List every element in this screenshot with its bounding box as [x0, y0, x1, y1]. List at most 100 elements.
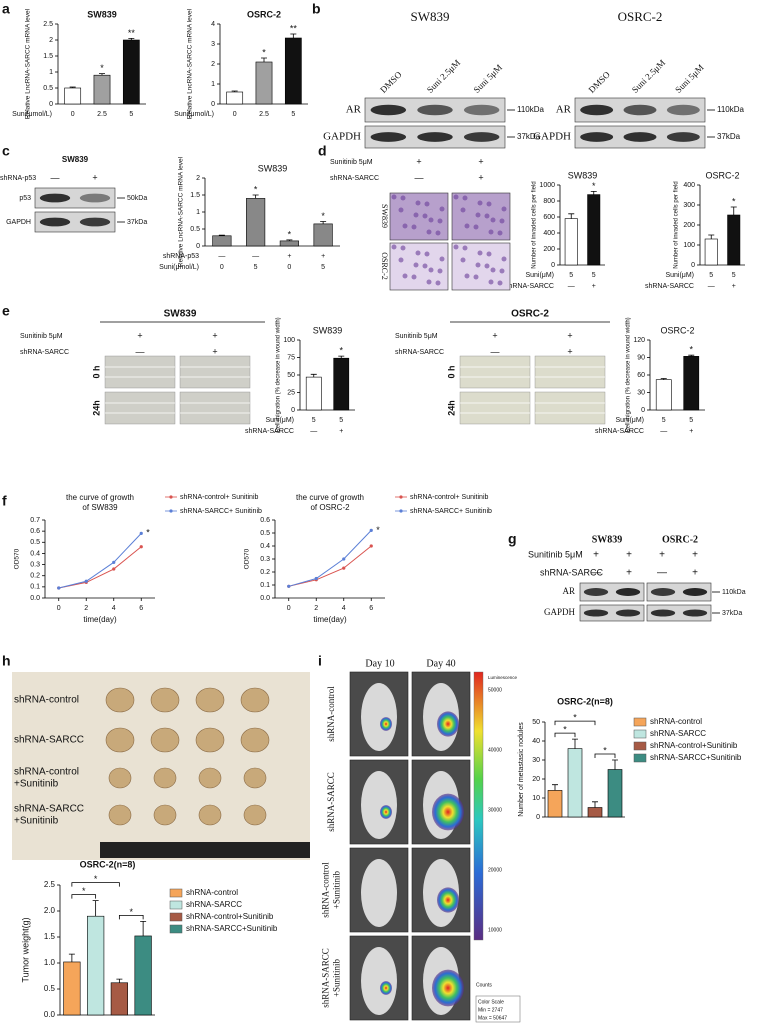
- x-tick-label: 0: [287, 605, 291, 612]
- wound-image: [459, 355, 531, 389]
- stained-cell: [411, 224, 417, 230]
- y-tick-label: 0.4: [260, 543, 270, 550]
- x-tick-label: 2.5: [259, 111, 269, 118]
- size-label: 110kDa: [517, 105, 545, 114]
- lane-label: Suni 2.5μM: [425, 58, 462, 95]
- error-bar: [572, 738, 578, 749]
- stained-cell: [501, 256, 507, 262]
- y-tick-label: 1: [196, 209, 200, 216]
- x-tick-label: 4: [342, 605, 346, 612]
- category-row-label: Suni(μM): [615, 417, 644, 424]
- condition-label: Sunitinib 5μM: [528, 549, 583, 559]
- blot-band: [580, 132, 614, 142]
- bar: [704, 238, 718, 266]
- stained-cell: [486, 201, 492, 207]
- bar: [333, 357, 350, 411]
- sign: +: [478, 172, 483, 182]
- tumor: [153, 804, 177, 826]
- sign: +: [692, 550, 698, 561]
- error-bar: [612, 759, 618, 770]
- error-bar: [128, 38, 135, 40]
- bar: [284, 37, 302, 105]
- stained-cell: [426, 229, 432, 235]
- tumor: [150, 687, 180, 713]
- blot-band: [583, 588, 609, 596]
- bar: [587, 807, 603, 818]
- x-tick-label: +: [732, 283, 736, 290]
- bar: [87, 915, 105, 1016]
- x-tick-label: +: [287, 253, 291, 260]
- blot: [646, 582, 712, 602]
- legend-label: shRNA-control: [186, 888, 238, 897]
- scale-unit: Counts: [476, 982, 492, 988]
- row-label: GAPDH: [544, 607, 576, 617]
- chart-title: SW839: [568, 170, 598, 180]
- blot-band: [79, 217, 111, 227]
- significance-label: *: [573, 712, 577, 722]
- y-tick-label: 100: [283, 337, 295, 344]
- chart-title: OSRC-2(n=8): [80, 859, 136, 869]
- time-label: 0 h: [446, 365, 456, 378]
- y-tick-label: 0.1: [260, 582, 270, 589]
- blot-band: [650, 588, 676, 596]
- y-tick-label: 0.2: [260, 569, 270, 576]
- bar: [93, 74, 111, 105]
- size-label: 110kDa: [722, 589, 746, 596]
- wound-image: [459, 391, 531, 425]
- scale-tick-label: 10000: [488, 927, 502, 933]
- point: [314, 576, 318, 581]
- stained-cell: [413, 262, 419, 268]
- luminescence: [380, 981, 392, 995]
- stained-cell: [411, 274, 417, 280]
- x-tick-label: 6: [139, 605, 143, 612]
- y-axis-label: Number of metastasic nodules: [518, 722, 525, 817]
- bar: [246, 198, 266, 247]
- error-bar: [590, 191, 597, 195]
- panel-label: a: [2, 1, 10, 17]
- stained-cell: [424, 251, 430, 257]
- significance-label: *: [592, 181, 596, 191]
- bar: [564, 218, 578, 266]
- y-tick-label: 0.2: [30, 573, 40, 580]
- tumor: [108, 767, 132, 789]
- panel-label: g: [508, 531, 517, 547]
- category-row-label: shRNA-SARCC: [505, 283, 554, 290]
- sign: +: [416, 156, 421, 166]
- stained-cell: [428, 217, 434, 223]
- sign: +: [92, 172, 97, 182]
- sign: +: [492, 330, 497, 340]
- chart-title: of OSRC-2: [310, 503, 350, 512]
- luminescence: [437, 887, 459, 913]
- row-label: shRNA-SARCC: [14, 804, 84, 815]
- y-tick-label: 120: [633, 337, 645, 344]
- y-tick-label: 0: [49, 101, 53, 108]
- time-label: 24h: [446, 400, 456, 416]
- panel-title: OSRC-2: [511, 309, 549, 320]
- bar: [305, 376, 322, 411]
- blot-band: [682, 588, 708, 596]
- stained-cell: [497, 280, 503, 286]
- bar: [279, 240, 299, 247]
- scale-legend-text: Max = 50647: [478, 1015, 507, 1021]
- y-tick-label: 2: [211, 61, 215, 68]
- sign: +: [593, 550, 599, 561]
- blot-band: [79, 193, 111, 203]
- category-row-label: Suni(μM): [265, 417, 294, 424]
- legend-label: shRNA-SARCC+Sunitinib: [650, 753, 742, 762]
- stained-cell: [413, 212, 419, 218]
- blot-band: [623, 104, 657, 116]
- stained-cell: [475, 212, 481, 218]
- chart-title: OSRC-2: [660, 325, 694, 335]
- y-tick-label: 0.0: [260, 595, 270, 602]
- category-row-label: Suni(μM): [665, 272, 694, 279]
- y-tick-label: 2.0: [44, 906, 56, 915]
- blot-band: [666, 132, 700, 142]
- luminescence: [437, 711, 459, 737]
- stained-cell: [473, 224, 479, 230]
- row-label: +Sunitinib: [332, 870, 342, 909]
- y-tick-label: 1.0: [44, 958, 56, 967]
- y-tick-label: 0.5: [44, 984, 56, 993]
- point: [342, 557, 346, 561]
- bar: [727, 214, 741, 266]
- bar: [63, 961, 81, 1016]
